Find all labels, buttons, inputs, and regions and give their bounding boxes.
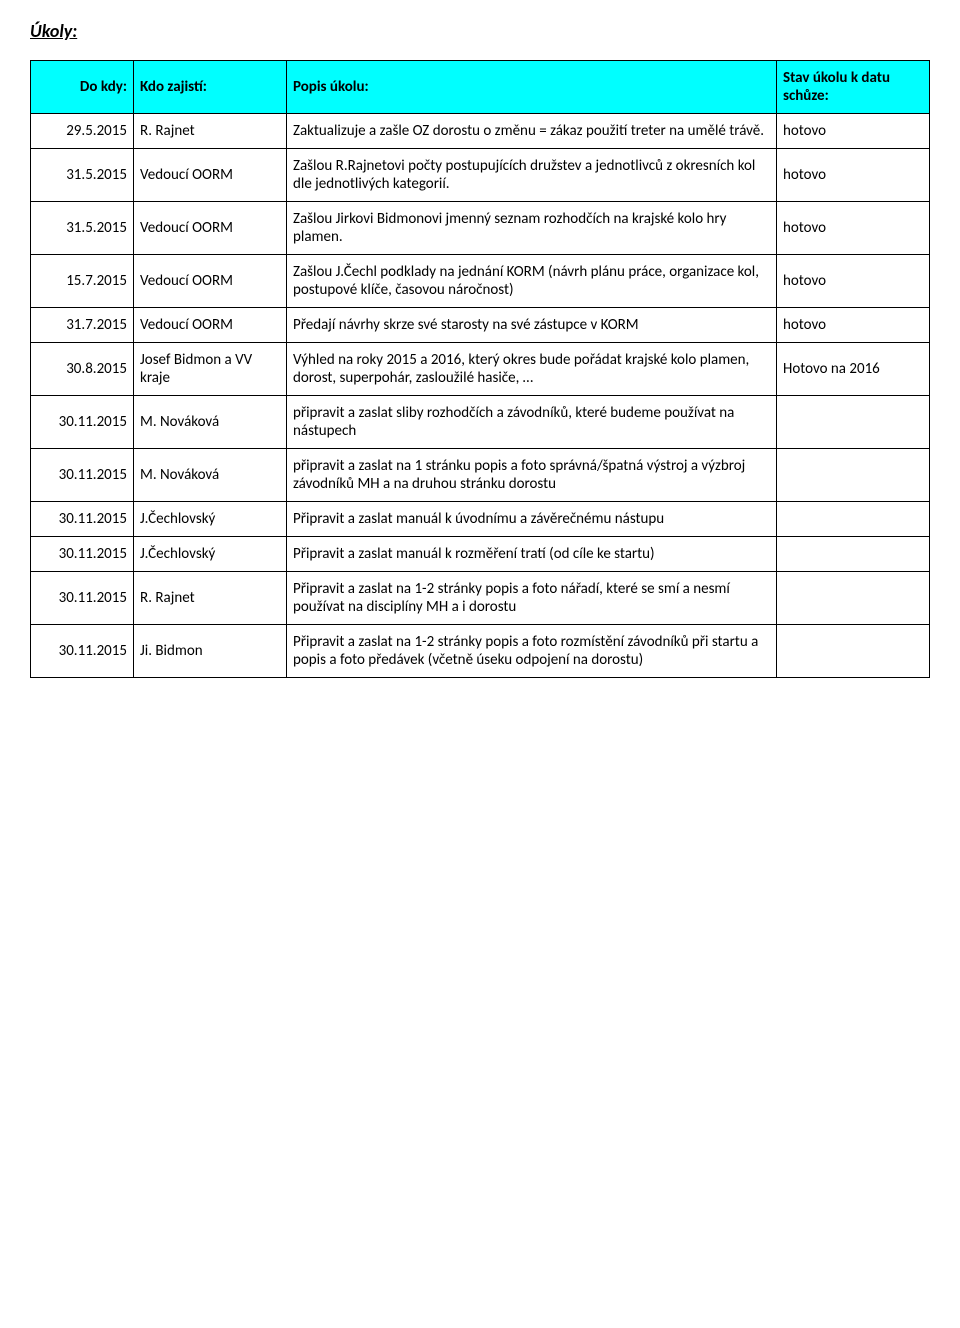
cell-desc: Zašlou J.Čechl podklady na jednání KORM … [287,255,777,308]
cell-date: 30.11.2015 [31,449,134,502]
cell-who: Ji. Bidmon [134,625,287,678]
cell-desc: Výhled na roky 2015 a 2016, který okres … [287,343,777,396]
table-row: 30.8.2015Josef Bidmon a VV krajeVýhled n… [31,343,930,396]
table-row: 30.11.2015M. Novákovápřipravit a zaslat … [31,449,930,502]
table-row: 31.5.2015Vedoucí OORMZašlou Jirkovi Bidm… [31,202,930,255]
cell-status: hotovo [777,114,930,149]
cell-desc: Připravit a zaslat manuál k rozměření tr… [287,537,777,572]
cell-status: hotovo [777,255,930,308]
cell-desc: Předají návrhy skrze své starosty na své… [287,308,777,343]
cell-date: 30.11.2015 [31,625,134,678]
table-body: 29.5.2015R. RajnetZaktualizuje a zašle O… [31,114,930,678]
cell-date: 31.5.2015 [31,202,134,255]
table-row: 30.11.2015M. Novákovápřipravit a zaslat … [31,396,930,449]
table-row: 30.11.2015Ji. BidmonPřipravit a zaslat n… [31,625,930,678]
table-row: 30.11.2015J.ČechlovskýPřipravit a zaslat… [31,502,930,537]
cell-who: J.Čechlovský [134,537,287,572]
cell-status: hotovo [777,308,930,343]
cell-date: 30.11.2015 [31,572,134,625]
cell-who: J.Čechlovský [134,502,287,537]
page-title: Úkoly: [30,20,930,42]
cell-status: hotovo [777,202,930,255]
cell-date: 30.11.2015 [31,537,134,572]
cell-who: Vedoucí OORM [134,255,287,308]
cell-status [777,449,930,502]
cell-who: R. Rajnet [134,114,287,149]
cell-desc: Připravit a zaslat na 1-2 stránky popis … [287,572,777,625]
cell-date: 30.11.2015 [31,396,134,449]
col-header-who: Kdo zajistí: [134,61,287,114]
cell-who: M. Nováková [134,396,287,449]
col-header-status: Stav úkolu k datu schůze: [777,61,930,114]
cell-desc: připravit a zaslat na 1 stránku popis a … [287,449,777,502]
cell-desc: Zašlou R.Rajnetovi počty postupujících d… [287,149,777,202]
table-header-row: Do kdy: Kdo zajistí: Popis úkolu: Stav ú… [31,61,930,114]
table-row: 15.7.2015Vedoucí OORMZašlou J.Čechl podk… [31,255,930,308]
cell-who: Vedoucí OORM [134,202,287,255]
cell-desc: Připravit a zaslat na 1-2 stránky popis … [287,625,777,678]
table-row: 30.11.2015R. RajnetPřipravit a zaslat na… [31,572,930,625]
cell-status: Hotovo na 2016 [777,343,930,396]
cell-desc: Zašlou Jirkovi Bidmonovi jmenný seznam r… [287,202,777,255]
cell-status [777,625,930,678]
cell-who: Vedoucí OORM [134,149,287,202]
cell-status [777,572,930,625]
cell-date: 29.5.2015 [31,114,134,149]
table-row: 29.5.2015R. RajnetZaktualizuje a zašle O… [31,114,930,149]
cell-status [777,537,930,572]
cell-date: 15.7.2015 [31,255,134,308]
cell-status [777,502,930,537]
cell-desc: Připravit a zaslat manuál k úvodnímu a z… [287,502,777,537]
col-header-desc: Popis úkolu: [287,61,777,114]
cell-desc: připravit a zaslat sliby rozhodčích a zá… [287,396,777,449]
cell-date: 30.8.2015 [31,343,134,396]
cell-date: 30.11.2015 [31,502,134,537]
cell-who: Vedoucí OORM [134,308,287,343]
table-row: 31.7.2015Vedoucí OORMPředají návrhy skrz… [31,308,930,343]
cell-who: Josef Bidmon a VV kraje [134,343,287,396]
tasks-table: Do kdy: Kdo zajistí: Popis úkolu: Stav ú… [30,60,930,678]
col-header-date: Do kdy: [31,61,134,114]
cell-date: 31.7.2015 [31,308,134,343]
cell-status: hotovo [777,149,930,202]
cell-date: 31.5.2015 [31,149,134,202]
cell-who: M. Nováková [134,449,287,502]
table-row: 31.5.2015Vedoucí OORMZašlou R.Rajnetovi … [31,149,930,202]
cell-who: R. Rajnet [134,572,287,625]
cell-status [777,396,930,449]
cell-desc: Zaktualizuje a zašle OZ dorostu o změnu … [287,114,777,149]
table-row: 30.11.2015J.ČechlovskýPřipravit a zaslat… [31,537,930,572]
